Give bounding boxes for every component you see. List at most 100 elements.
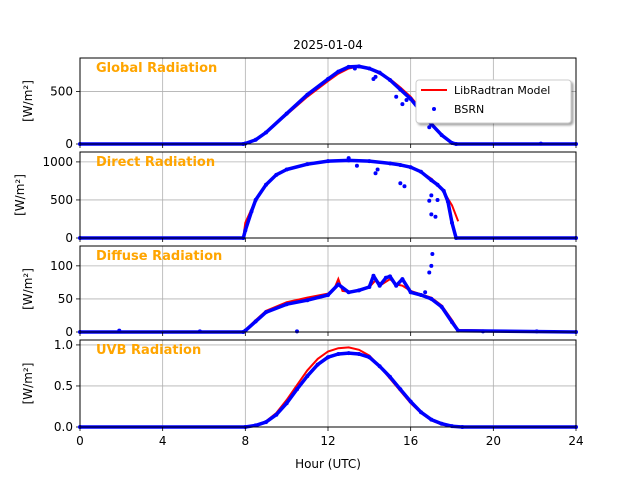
diffuse-bsrn-point-16: [394, 283, 399, 288]
global-bsrn-point-3: [253, 137, 258, 142]
global-bsrn-point-18: [439, 133, 444, 138]
global-bsrn-point-14: [398, 87, 403, 92]
uvb-bsrn-point-10: [336, 351, 341, 356]
uvb-bsrn-point-8: [315, 362, 320, 367]
global-bsrn-outlier-6: [427, 125, 432, 130]
global-bsrn-outlier-3: [394, 94, 399, 99]
direct-bsrn-point-17: [435, 182, 440, 187]
direct-bsrn-outlier-5: [402, 184, 407, 189]
global-ytick-label-1: 500: [50, 85, 73, 99]
diffuse-bsrn-point-22: [450, 320, 454, 325]
diffuse-bsrn-point-17: [400, 277, 405, 282]
global-bsrn-point-8: [336, 69, 341, 74]
uvb-bsrn-point-6: [295, 387, 299, 392]
direct-ytick-label-1: 500: [50, 193, 73, 207]
diffuse-bsrn-point-10: [357, 288, 361, 293]
direct-bsrn-point-6: [274, 172, 279, 177]
diffuse-ytick-label-0: 0: [65, 325, 73, 339]
direct-bsrn-outlier-6: [427, 198, 432, 203]
diffuse-bsrn-point-11: [367, 285, 372, 290]
direct-bsrn-point-14: [408, 165, 413, 170]
diffuse-bsrn-outlier-5: [429, 263, 434, 268]
x-tick-label-4: 16: [403, 434, 418, 448]
direct-ytick-label-2: 1000: [42, 155, 73, 169]
legend-marker-bsrn: [432, 107, 436, 111]
x-axis-label: Hour (UTC): [295, 457, 361, 471]
direct-bsrn-outlier-9: [435, 197, 440, 202]
x-axis: 0 4 8 12 16 20 24: [76, 434, 583, 448]
diffuse-bsrn-outlier-7: [481, 329, 485, 334]
diffuse-bsrn-point-8: [336, 282, 341, 287]
uvb-bsrn-point-12: [357, 351, 361, 356]
uvb-bsrn-point-20: [439, 421, 444, 426]
legend-box: [415, 79, 572, 124]
global-bsrn-point-4: [264, 130, 268, 135]
diffuse-bsrn-point-7: [326, 292, 330, 297]
global-bsrn-point-7: [326, 76, 330, 81]
direct-bsrn-point-20: [450, 220, 454, 225]
diffuse-ytick-label-1: 50: [58, 292, 73, 306]
global-bsrn-outlier-2: [373, 74, 378, 79]
direct-bsrn-point-19: [445, 199, 450, 204]
x-tick-label-3: 12: [320, 434, 335, 448]
legend-label-bsrn: BSRN: [454, 103, 484, 116]
chart-title: 2025-01-04: [293, 38, 363, 52]
uvb-bsrn-point-7: [305, 374, 310, 379]
uvb-bsrn-point-18: [419, 410, 423, 415]
diffuse-bsrn-point-13: [377, 283, 382, 288]
direct-bsrn-point-9: [326, 159, 330, 164]
diffuse-bsrn-outlier-8: [534, 329, 539, 334]
uvb-ytick-label-0: 0.0: [54, 420, 73, 434]
x-tick-label-5: 20: [486, 434, 501, 448]
x-tick-label-1: 4: [159, 434, 167, 448]
direct-bsrn-point-4: [253, 197, 258, 202]
direct-bsrn-point-2: [243, 228, 248, 233]
uvb-bsrn-point-21: [450, 424, 454, 429]
diffuse-bsrn-point-3: [253, 319, 258, 324]
global-bsrn-point-11: [367, 66, 372, 71]
global-ytick-label-0: 0: [65, 137, 73, 151]
global-bsrn-point-12: [377, 70, 382, 75]
diffuse-bsrn-outlier-3: [423, 290, 428, 295]
diffuse-bsrn-point-21: [439, 304, 444, 309]
uvb-bsrn-point-14: [377, 364, 382, 369]
global-bsrn-outlier-0: [352, 66, 357, 71]
uvb-bsrn-point-19: [429, 417, 434, 422]
diffuse-bsrn-point-18: [408, 290, 413, 295]
diffuse-bsrn-point-9: [346, 290, 351, 295]
uvb-bsrn-point-9: [326, 355, 330, 360]
uvb-bsrn-point-4: [274, 412, 279, 417]
direct-bsrn-outlier-8: [433, 214, 438, 219]
panel-direct: 0 500 1000 Direct Radiation [W/m²]: [13, 151, 578, 245]
global-bsrn-trace: [80, 64, 576, 146]
diffuse-bsrn-point-20: [429, 296, 434, 301]
direct-bsrn-outlier-2: [373, 171, 378, 176]
global-bsrn-point-6: [305, 92, 310, 97]
global-bsrn-point-10: [357, 64, 361, 69]
direct-bsrn-point-16: [429, 178, 434, 183]
direct-bsrn-point-8: [305, 162, 310, 167]
direct-ytick-label-0: 0: [65, 231, 73, 245]
global-bsrn-point-13: [388, 78, 392, 83]
diffuse-panel-label: Diffuse Radiation: [96, 249, 222, 264]
diffuse-bsrn-outlier-2: [295, 329, 299, 334]
direct-bsrn-point-3: [249, 209, 254, 214]
global-bsrn-point-15: [408, 96, 413, 101]
x-tick-label-0: 0: [76, 434, 84, 448]
diffuse-bsrn-outlier-6: [430, 251, 435, 256]
direct-bsrn-point-18: [441, 188, 446, 193]
direct-bsrn-point-13: [398, 162, 403, 167]
diffuse-bsrn-point-4: [264, 310, 268, 315]
diffuse-y-axis-label: [W/m²]: [21, 268, 35, 310]
legend-label-model: LibRadtran Model: [454, 84, 550, 97]
uvb-panel-label: UVB Radiation: [96, 343, 201, 358]
diffuse-ytick-label-2: 100: [50, 259, 73, 273]
direct-bsrn-outlier-10: [429, 193, 434, 198]
diffuse-bsrn-point-12: [371, 273, 376, 278]
legend: LibRadtran Model BSRN: [415, 79, 572, 124]
direct-panel-label: Direct Radiation: [96, 155, 215, 170]
uvb-bsrn-point-2: [253, 423, 258, 428]
direct-bsrn-point-7: [284, 167, 289, 172]
uvb-bsrn-point-13: [367, 355, 372, 360]
